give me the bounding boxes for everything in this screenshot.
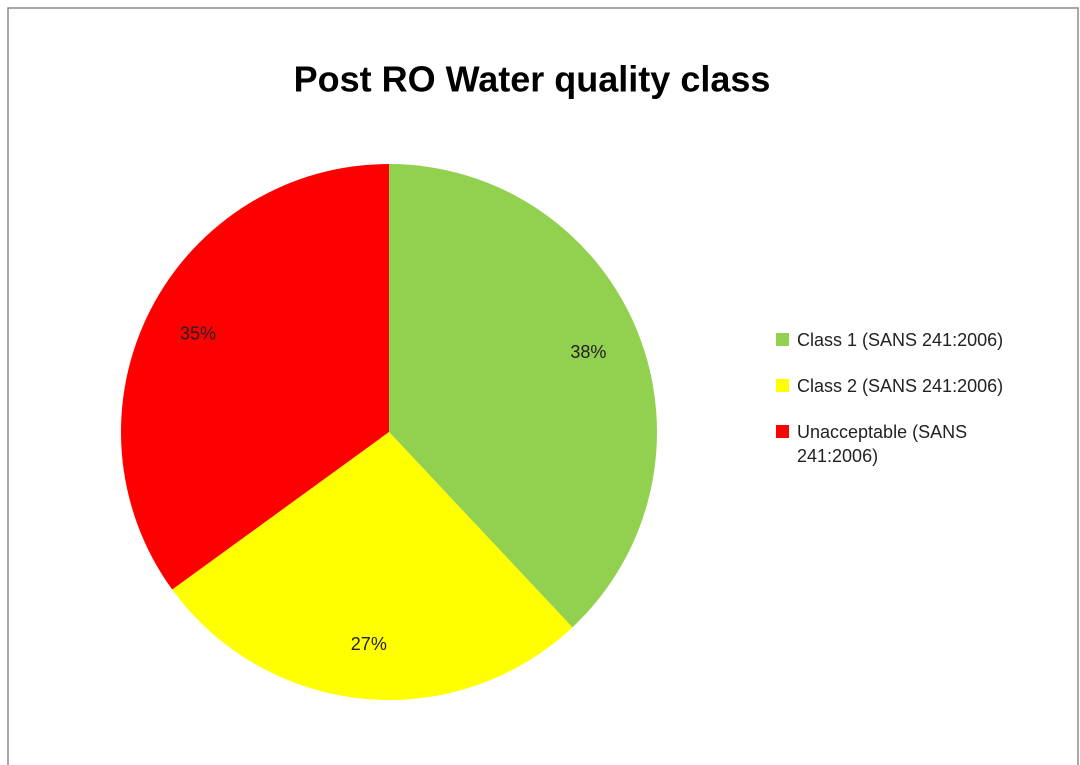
legend-item: Class 2 (SANS 241:2006) <box>776 374 1046 398</box>
legend: Class 1 (SANS 241:2006) Class 2 (SANS 241… <box>776 328 1046 490</box>
legend-label: Unacceptable (SANS 241:2006) <box>797 422 968 466</box>
legend-item: Unacceptable (SANS 241:2006) <box>776 420 1046 468</box>
legend-item: Class 1 (SANS 241:2006) <box>776 328 1046 352</box>
pie-slice <box>172 432 573 700</box>
legend-label: Class 2 (SANS 241:2006) <box>797 376 1004 396</box>
data-label: 38% <box>570 342 606 362</box>
legend-swatch <box>776 425 789 438</box>
pie-slice <box>120 164 389 590</box>
pie-slice <box>389 164 657 628</box>
legend-swatch <box>776 379 789 392</box>
chart-title: Post RO Water quality class <box>294 59 771 100</box>
data-label: 35% <box>180 323 216 343</box>
frame <box>7 7 1079 765</box>
data-label: 27% <box>351 634 387 654</box>
legend-label: Class 1 (SANS 241:2006) <box>797 330 1004 350</box>
legend-swatch <box>776 333 789 346</box>
